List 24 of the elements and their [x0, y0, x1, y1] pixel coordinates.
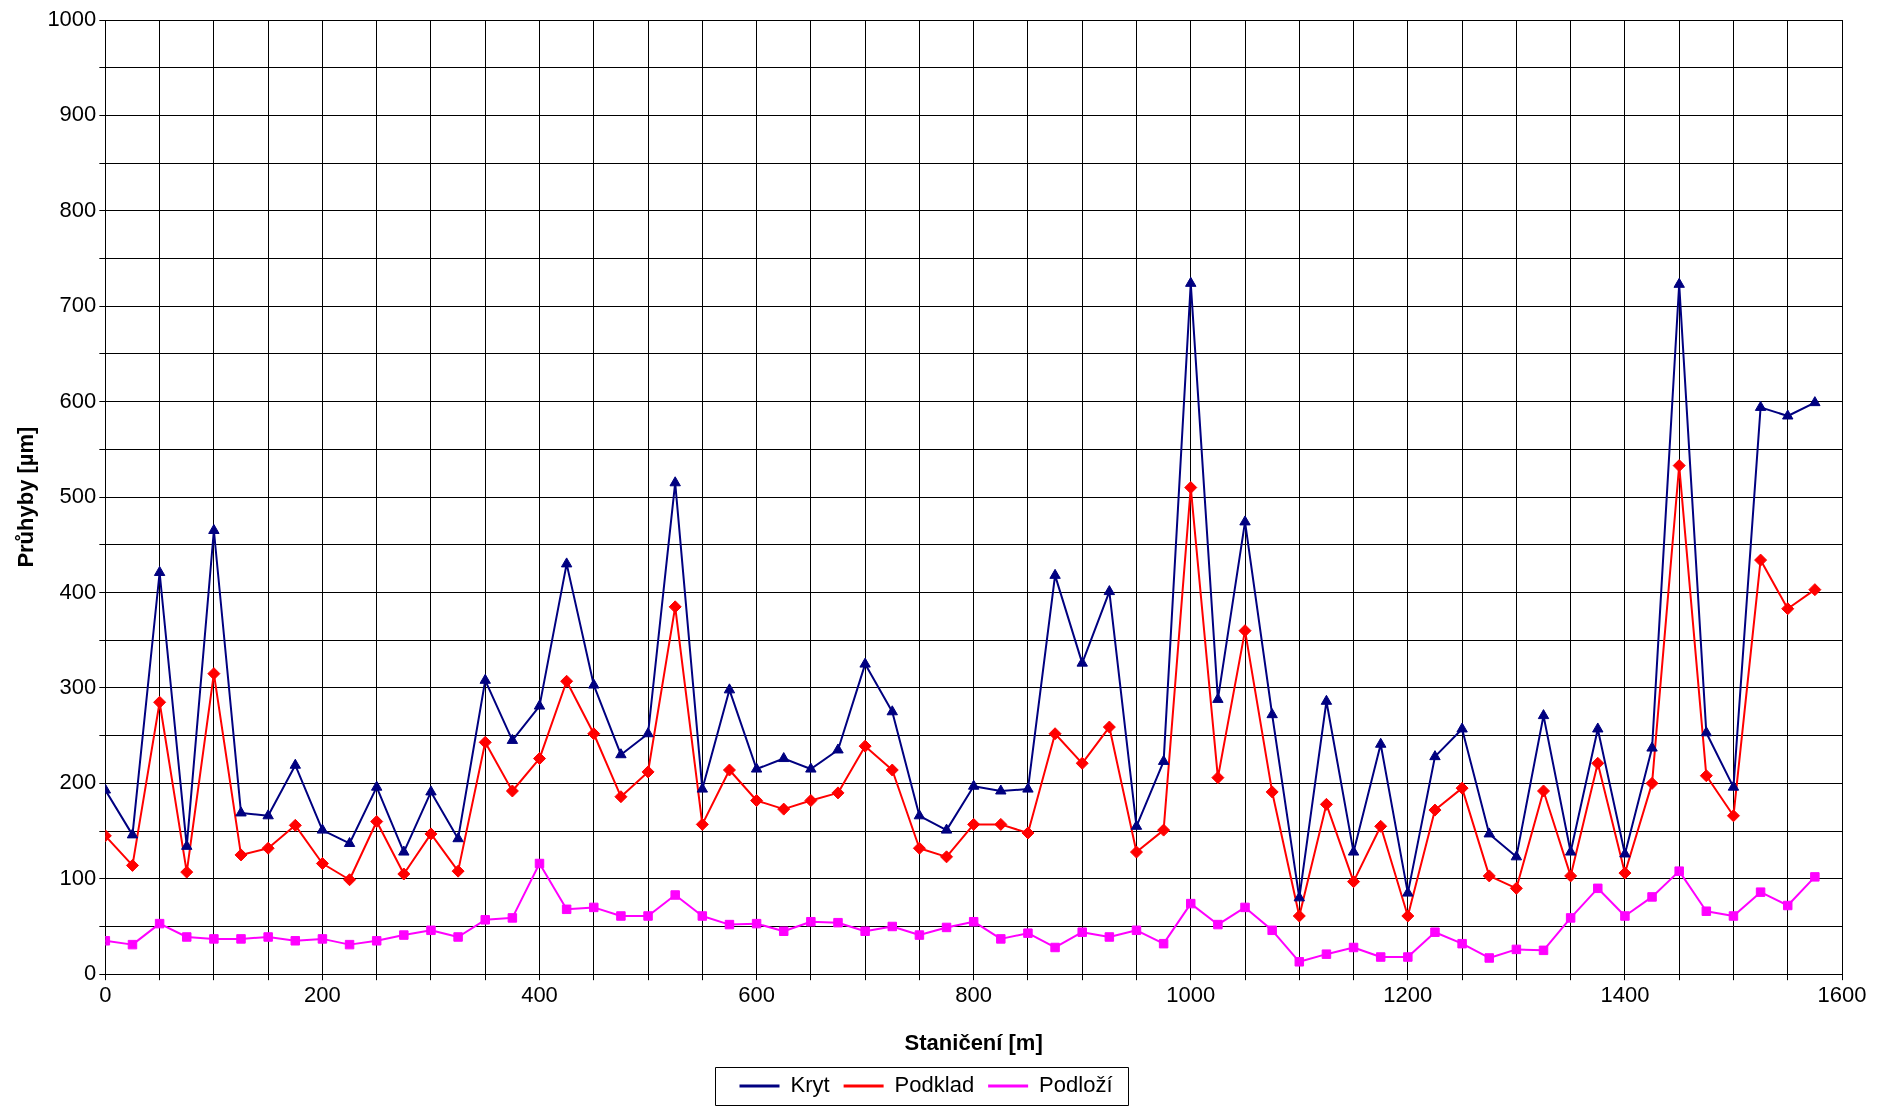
- x-axis-title: Staničení [m]: [904, 1029, 1043, 1055]
- y-tick-label: 700: [59, 292, 97, 318]
- x-tick-label: 1000: [1166, 982, 1216, 1008]
- x-tick-label: 1200: [1383, 982, 1433, 1008]
- y-axis-title: Průhyby [µm]: [13, 426, 39, 568]
- x-tick-label: 400: [521, 982, 558, 1008]
- legend-label: Podloží: [1039, 1072, 1113, 1098]
- x-tick-label: 200: [304, 982, 341, 1008]
- y-tick-label: 800: [59, 196, 97, 222]
- y-tick-label: 900: [59, 101, 97, 127]
- y-tick-label: 600: [59, 387, 97, 413]
- y-tick-label: 200: [59, 769, 97, 795]
- x-tick-label: 1600: [1817, 982, 1867, 1008]
- legend-label: Podklad: [894, 1072, 975, 1098]
- legend-label: Kryt: [790, 1072, 830, 1098]
- x-tick-label: 1400: [1600, 982, 1650, 1008]
- y-tick-label: 400: [59, 578, 97, 604]
- y-tick-label: 100: [59, 864, 97, 890]
- y-tick-label: 300: [59, 674, 97, 699]
- x-tick-label: 600: [738, 982, 775, 1008]
- y-tick-label: 0: [84, 960, 97, 986]
- y-tick-label: 1000: [47, 6, 97, 32]
- x-tick-label: 800: [955, 982, 993, 1008]
- y-tick-label: 500: [59, 483, 97, 509]
